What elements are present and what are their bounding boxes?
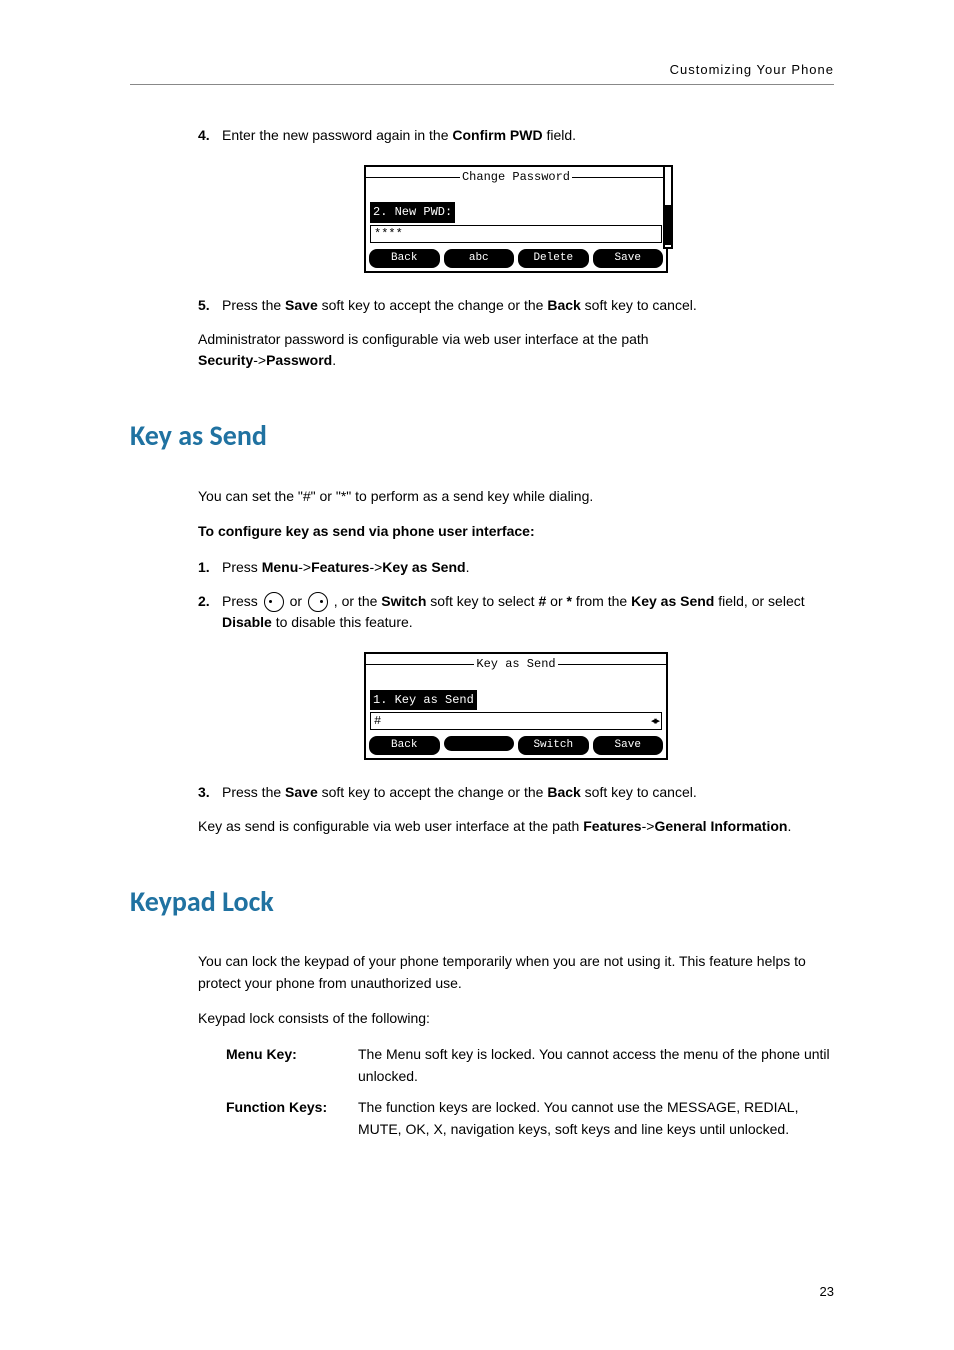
lcd-title: Change Password xyxy=(460,168,572,187)
config-title: To configure key as send via phone user … xyxy=(198,521,834,543)
step-text: Enter the new password again in the Conf… xyxy=(222,125,834,147)
header-right: Customizing Your Phone xyxy=(130,60,834,85)
step-num: 1. xyxy=(198,557,222,579)
page-number: 23 xyxy=(820,1282,834,1302)
step-5: 5. Press the Save soft key to accept the… xyxy=(198,295,834,317)
lcd-screenshot-1: Change Password 2. New PWD: **** Back ab… xyxy=(198,165,834,273)
heading-key-as-send: Key as Send xyxy=(130,414,834,457)
arrow-lr-icon: ◂▸ xyxy=(651,713,658,730)
lcd-field-label: 2. New PWD: xyxy=(370,202,455,223)
lcd-key-as-send: Key as Send 1. Key as Send # ◂▸ Back Swi… xyxy=(364,652,668,760)
admin-note: Administrator password is configurable v… xyxy=(198,329,834,372)
def-menu-key: Menu Key: The Menu soft key is locked. Y… xyxy=(226,1044,834,1087)
lcd-field-label: 1. Key as Send xyxy=(370,690,477,711)
step-text: Press the Save soft key to accept the ch… xyxy=(222,295,834,317)
nav-right-icon xyxy=(308,592,328,612)
section-change-password-cont: 4. Enter the new password again in the C… xyxy=(198,125,834,372)
softkey-delete: Delete xyxy=(518,249,589,268)
def-function-keys: Function Keys: The function keys are loc… xyxy=(226,1097,834,1140)
def-term: Function Keys: xyxy=(226,1097,346,1140)
step-num: 2. xyxy=(198,591,222,613)
lcd-title: Key as Send xyxy=(474,655,557,674)
lcd-field-value: **** xyxy=(370,225,662,243)
softkey-empty xyxy=(444,736,515,751)
softkey-abc: abc xyxy=(444,249,515,268)
document-page: Customizing Your Phone 4. Enter the new … xyxy=(0,0,954,1350)
step-3: 3. Press the Save soft key to accept the… xyxy=(198,782,834,804)
kas-note: Key as send is configurable via web user… xyxy=(198,816,834,838)
step-num: 3. xyxy=(198,782,222,804)
lcd-body: 2. New PWD: **** xyxy=(366,186,666,249)
nav-left-icon xyxy=(264,592,284,612)
section-keypad-lock: You can lock the keypad of your phone te… xyxy=(198,951,834,1141)
lcd-change-password: Change Password 2. New PWD: **** Back ab… xyxy=(364,165,668,273)
step-2: 2. Press or , or the Switch soft key to … xyxy=(198,591,834,634)
lcd-title-row: Change Password xyxy=(366,167,666,187)
def-desc: The function keys are locked. You cannot… xyxy=(346,1097,834,1140)
lcd-softkeys: Back Switch Save xyxy=(366,736,666,758)
def-desc: The Menu soft key is locked. You cannot … xyxy=(346,1044,834,1087)
softkey-back: Back xyxy=(369,736,440,755)
softkey-back: Back xyxy=(369,249,440,268)
lcd-screenshot-2: Key as Send 1. Key as Send # ◂▸ Back Swi… xyxy=(198,652,834,760)
step-4: 4. Enter the new password again in the C… xyxy=(198,125,834,147)
lcd-field-value: # ◂▸ xyxy=(370,712,662,730)
softkey-switch: Switch xyxy=(518,736,589,755)
lcd-scrollbar xyxy=(663,165,673,249)
step-text: Press the Save soft key to accept the ch… xyxy=(222,782,834,804)
lcd-softkeys: Back abc Delete Save xyxy=(366,249,666,271)
lcd-body: 1. Key as Send # ◂▸ xyxy=(366,674,666,737)
step-1: 1. Press Menu->Features->Key as Send. xyxy=(198,557,834,579)
softkey-save: Save xyxy=(593,249,664,268)
heading-keypad-lock: Keypad Lock xyxy=(130,880,834,923)
softkey-save: Save xyxy=(593,736,664,755)
section-key-as-send: You can set the "#" or "*" to perform as… xyxy=(198,486,834,838)
keypad-lock-p2: Keypad lock consists of the following: xyxy=(198,1008,834,1030)
lock-definitions: Menu Key: The Menu soft key is locked. Y… xyxy=(226,1044,834,1141)
intro-text: You can set the "#" or "*" to perform as… xyxy=(198,486,834,508)
lcd-title-row: Key as Send xyxy=(366,654,666,674)
step-text: Press or , or the Switch soft key to sel… xyxy=(222,591,834,634)
def-term: Menu Key: xyxy=(226,1044,346,1087)
step-num: 5. xyxy=(198,295,222,317)
step-num: 4. xyxy=(198,125,222,147)
keypad-lock-p1: You can lock the keypad of your phone te… xyxy=(198,951,834,994)
step-text: Press Menu->Features->Key as Send. xyxy=(222,557,834,579)
